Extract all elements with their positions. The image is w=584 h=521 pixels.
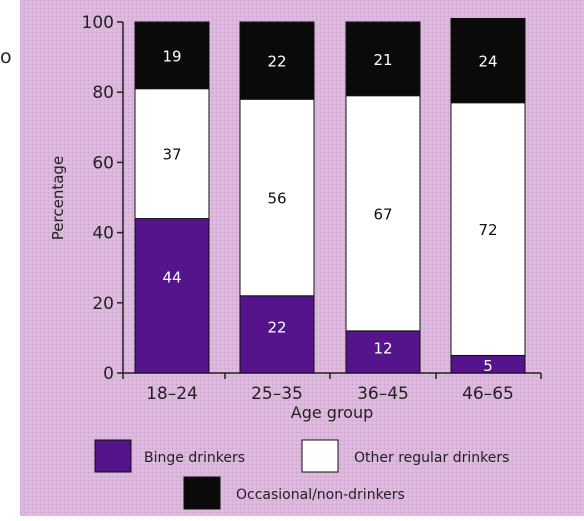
bar-data-label: 67: [373, 205, 392, 223]
y-tick-label: 100: [82, 13, 114, 33]
bar-segment: [345, 330, 421, 374]
bar-data-label: 5: [483, 357, 493, 375]
bar-data-label: 12: [373, 340, 392, 358]
bar-data-label: 24: [478, 53, 497, 71]
legend-label: Binge drinkers: [144, 450, 245, 466]
y-tick-label: 80: [92, 83, 114, 103]
x-tick-label: 36–45: [357, 384, 409, 404]
bar-data-label: 37: [162, 146, 181, 164]
y-tick-label: 0: [103, 364, 114, 384]
x-tick-label: 25–35: [251, 384, 303, 404]
bar-segment: [239, 21, 315, 100]
bar-segment: [239, 295, 315, 374]
x-axis-title: Age group: [291, 403, 374, 422]
bar-segment: [450, 17, 526, 104]
bar-segment: [345, 95, 421, 332]
side-mark: o: [0, 46, 12, 68]
x-tick-label: 46–65: [462, 384, 514, 404]
bar-data-label: 21: [373, 51, 392, 69]
bar-segment: [239, 98, 315, 297]
y-tick-label: 40: [92, 224, 114, 244]
bar-segment: [134, 218, 210, 374]
bar-segment: [134, 21, 210, 90]
bar-segment: [134, 88, 210, 220]
legend-swatch: [183, 476, 221, 510]
legend-swatch: [301, 439, 339, 473]
legend-label: Occasional/non-drinkers: [236, 487, 405, 503]
bar-data-label: 72: [478, 221, 497, 239]
y-tick-label: 60: [92, 153, 114, 173]
y-axis-title: Percentage: [49, 156, 67, 240]
bar-data-label: 44: [162, 269, 181, 287]
legend-swatch: [94, 439, 132, 473]
y-tick-label: 20: [92, 294, 114, 314]
bar-data-label: 19: [162, 47, 181, 65]
bar-data-label: 56: [267, 190, 286, 208]
bar-data-label: 22: [267, 319, 286, 337]
x-tick-label: 18–24: [146, 384, 198, 404]
bar-segment: [345, 21, 421, 97]
bar-segment: [450, 102, 526, 356]
legend-label: Other regular drinkers: [354, 450, 509, 466]
bar-data-label: 22: [267, 53, 286, 71]
